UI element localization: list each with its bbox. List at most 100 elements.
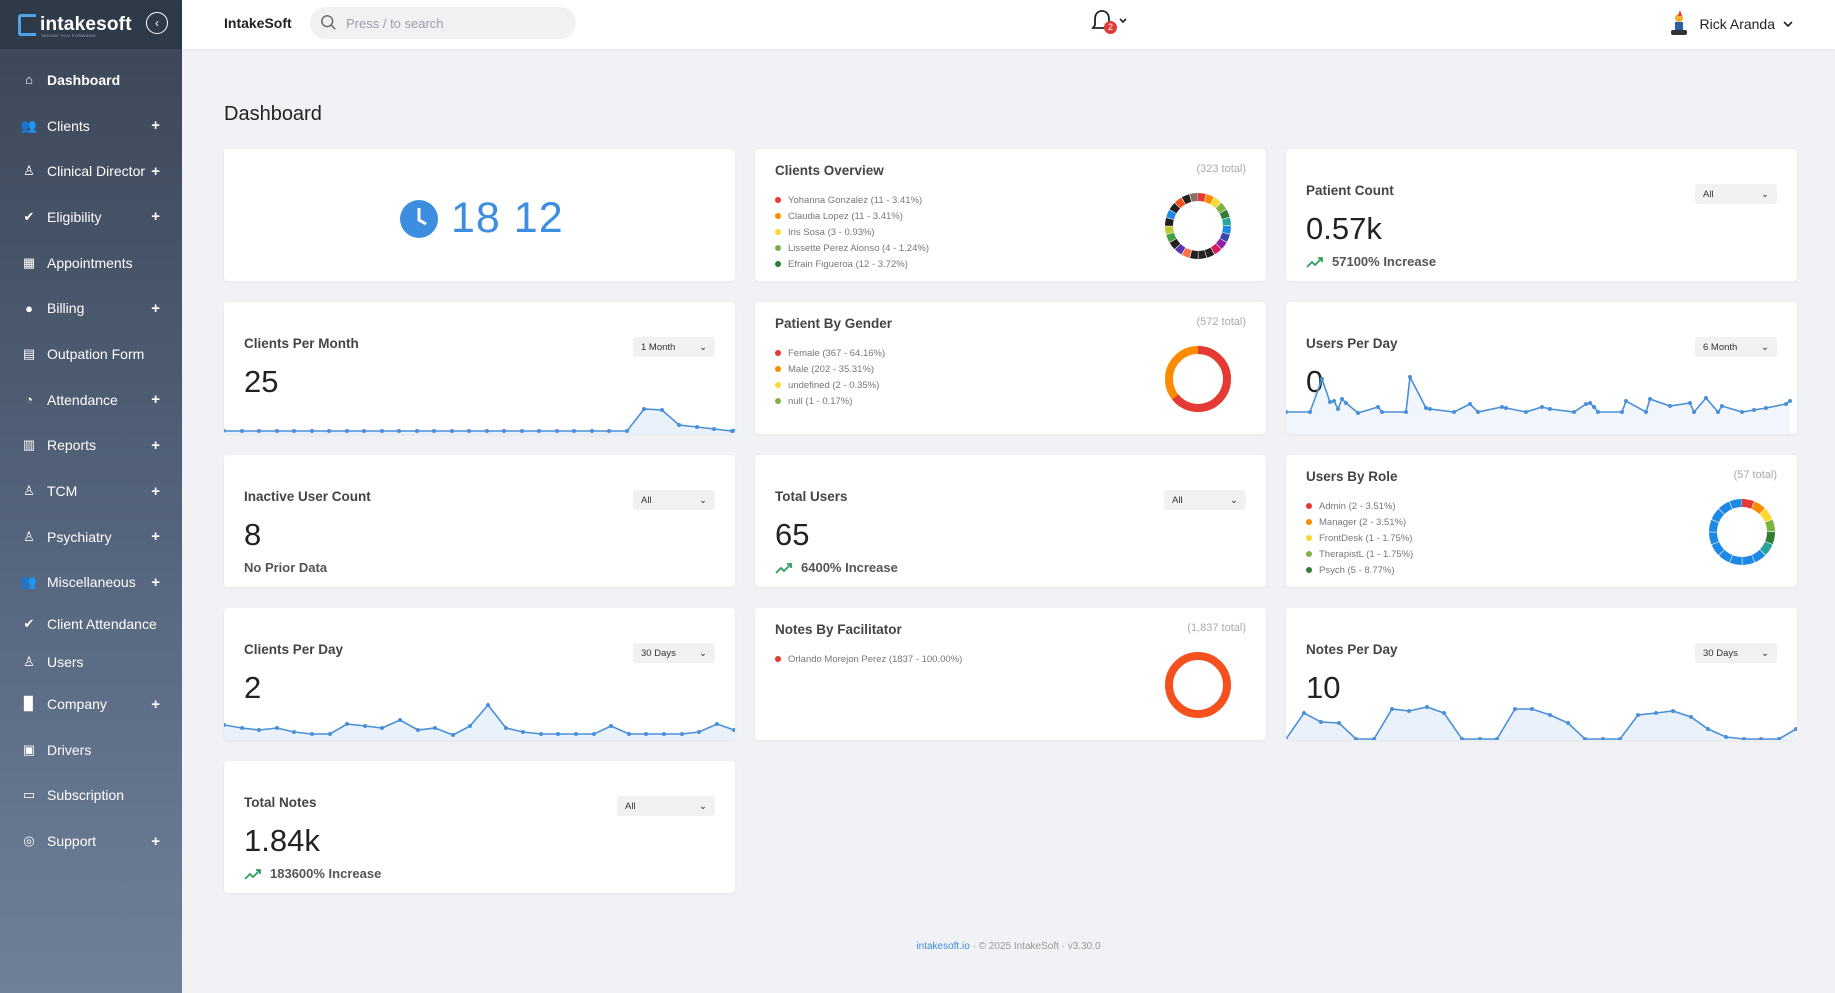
sparkline-point — [275, 726, 279, 730]
user-menu[interactable]: Rick Aranda — [1666, 10, 1795, 38]
sparkline-point — [521, 730, 525, 734]
metric-value: 65 — [775, 517, 810, 552]
sidebar-item-label: Appointments — [47, 254, 133, 271]
filter-dropdown[interactable]: 30 Days ⌄ — [633, 643, 715, 663]
bus-icon: ▣ — [22, 741, 36, 757]
legend-label: Male (202 - 35.31%) — [788, 363, 875, 375]
sparkline-point — [1752, 408, 1756, 412]
sidebar-item-billing[interactable]: ● Billing + — [0, 285, 182, 331]
sidebar: intakesoft TAKING YOU FORWARD ‹ ⌂ Dashboa… — [0, 0, 182, 993]
sparkline-point — [1740, 410, 1744, 414]
expand-icon[interactable]: + — [151, 391, 160, 409]
sidebar-item-label: Dashboard — [47, 71, 121, 88]
sidebar-item-reports[interactable]: ▥ Reports + — [0, 423, 182, 469]
donut-segment — [1165, 193, 1231, 259]
filter-value: 30 Days — [641, 647, 676, 659]
change-text: 6400% Increase — [801, 560, 898, 575]
sidebar-item-drivers[interactable]: ▣ Drivers — [0, 727, 182, 773]
filter-dropdown[interactable]: 1 Month ⌄ — [633, 337, 715, 357]
expand-icon[interactable]: + — [151, 208, 160, 226]
card-title: Inactive User Count — [244, 489, 371, 504]
footer-link[interactable]: intakesoft.io — [916, 941, 970, 952]
expand-icon[interactable]: + — [151, 695, 160, 713]
legend-label: Psych (5 - 8.77%) — [1319, 564, 1395, 576]
chart-legend: Yohanna Gonzalez (11 - 3.41%) Claudia Lop… — [775, 192, 929, 272]
brand: intakesoft TAKING YOU FORWARD ‹ — [0, 0, 182, 49]
sparkline-point — [1618, 737, 1622, 740]
filter-dropdown[interactable]: 30 Days ⌄ — [1695, 643, 1777, 663]
sparkline-point — [415, 429, 419, 433]
sidebar-item-clinical-director[interactable]: ♙ Clinical Director + — [0, 148, 182, 194]
search-bar[interactable] — [310, 7, 576, 39]
sidebar-item-clients[interactable]: 👥 Clients + — [0, 103, 182, 149]
sidebar-item-psychiatry[interactable]: ♙ Psychiatry + — [0, 514, 182, 560]
expand-icon[interactable]: + — [151, 117, 160, 135]
sparkline-point — [240, 726, 244, 730]
logo-icon — [18, 13, 36, 36]
sidebar-item-client-attendance[interactable]: ✔ Client Attendance — [0, 605, 182, 643]
chart-legend: Admin (2 - 3.51%) Manager (2 - 3.51%) Fron… — [1306, 498, 1413, 578]
page-title: Dashboard — [224, 103, 322, 125]
trend-up-icon — [775, 562, 792, 574]
calendar-icon: ▦ — [22, 254, 36, 270]
donut-segment — [1709, 499, 1775, 565]
sidebar-item-subscription[interactable]: ▭ Subscription — [0, 773, 182, 819]
legend-dot — [1306, 567, 1312, 573]
sparkline-point — [1478, 737, 1482, 740]
sparkline-point — [712, 427, 716, 431]
filter-dropdown[interactable]: All ⌄ — [633, 490, 715, 510]
form-icon: ▤ — [22, 345, 36, 361]
metric-value: 10 — [1306, 670, 1341, 705]
filter-dropdown[interactable]: All ⌄ — [1695, 184, 1777, 204]
sparkline-point — [1404, 410, 1408, 414]
filter-value: 30 Days — [1703, 647, 1738, 659]
expand-icon[interactable]: + — [151, 162, 160, 180]
filter-dropdown[interactable]: 6 Month ⌄ — [1695, 337, 1777, 357]
sidebar-item-company[interactable]: ▉ Company + — [0, 681, 182, 727]
sparkline-point — [1759, 737, 1763, 740]
donut-segment — [1165, 193, 1231, 259]
sidebar-item-label: Attendance — [47, 391, 118, 408]
sidebar-item-appointments[interactable]: ▦ Appointments — [0, 240, 182, 286]
sparkline-point — [1644, 410, 1648, 414]
legend-label: Female (367 - 64.16%) — [788, 347, 886, 359]
filter-dropdown[interactable]: All ⌄ — [1164, 490, 1246, 510]
collapse-sidebar-icon[interactable]: ‹ — [146, 12, 168, 34]
sidebar-item-support[interactable]: ◎ Support + — [0, 818, 182, 864]
donut-segment — [1709, 499, 1775, 565]
sparkline-area — [1286, 707, 1796, 740]
donut-segment — [1165, 193, 1231, 259]
chevron-down-icon: ⌄ — [1230, 494, 1238, 506]
sidebar-item-miscellaneous[interactable]: 👥 Miscellaneous + — [0, 560, 182, 606]
expand-icon[interactable]: + — [151, 482, 160, 500]
chevron-down-icon: ⌄ — [699, 800, 707, 812]
donut-segment — [1165, 193, 1231, 259]
card-total: (1,837 total) — [1187, 622, 1246, 634]
expand-icon[interactable]: + — [151, 436, 160, 454]
card-title: Users By Role — [1306, 469, 1398, 484]
donut-segment — [1709, 499, 1775, 565]
expand-icon[interactable]: + — [151, 573, 160, 591]
sparkline-point — [662, 732, 666, 736]
sidebar-item-tcm[interactable]: ♙ TCM + — [0, 468, 182, 514]
filter-dropdown[interactable]: All ⌄ — [617, 796, 715, 816]
sidebar-item-outpation-form[interactable]: ▤ Outpation Form — [0, 331, 182, 377]
notifications-button[interactable]: 2 — [1090, 8, 1134, 38]
sparkline-point — [625, 429, 629, 433]
expand-icon[interactable]: + — [151, 528, 160, 546]
sparkline-point — [1524, 410, 1528, 414]
sparkline-point — [1372, 737, 1376, 740]
trend-up-icon — [244, 868, 261, 880]
sparkline-area — [1286, 377, 1790, 434]
sidebar-item-attendance[interactable]: ◔ Attendance + — [0, 377, 182, 423]
sidebar-item-users[interactable]: ♙ Users — [0, 643, 182, 681]
expand-icon[interactable]: + — [151, 299, 160, 317]
sidebar-item-eligibility[interactable]: ✔ Eligibility + — [0, 194, 182, 240]
donut-segment — [1165, 193, 1231, 259]
sparkline-point — [1742, 737, 1746, 740]
expand-icon[interactable]: + — [151, 832, 160, 850]
search-input[interactable] — [346, 15, 566, 31]
donut-segment — [1709, 499, 1775, 565]
legend-item: Efrain Figueroa (12 - 3.72%) — [775, 256, 929, 272]
sidebar-item-dashboard[interactable]: ⌂ Dashboard — [0, 57, 182, 103]
